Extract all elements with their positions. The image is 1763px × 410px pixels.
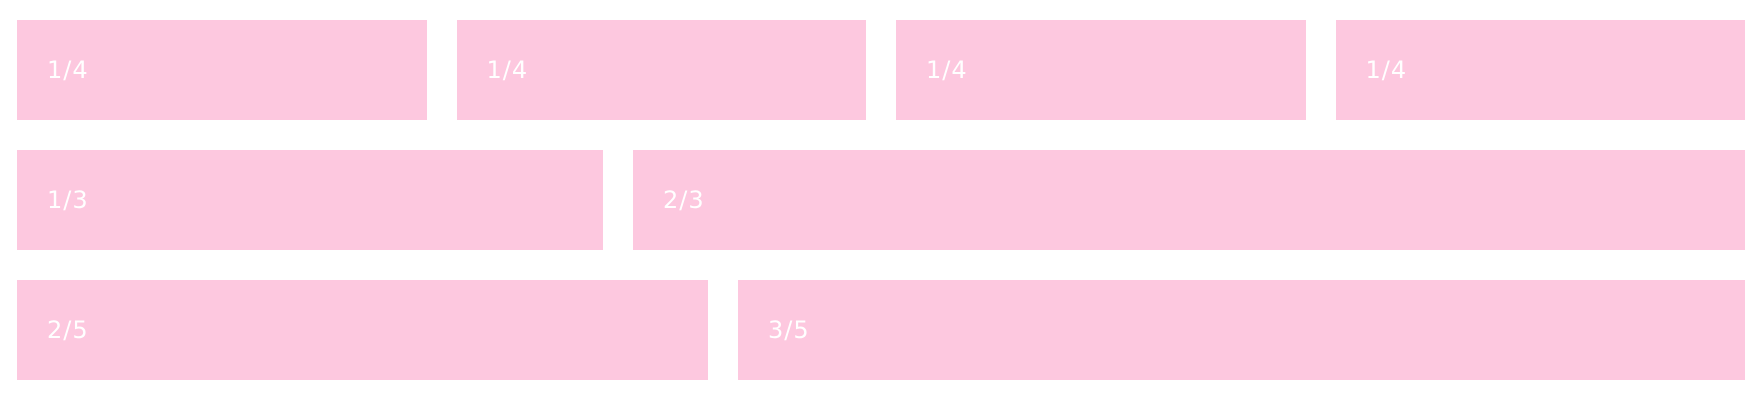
grid-cell-quarter: 1/4 (896, 20, 1306, 120)
grid-cell-label: 3/5 (768, 316, 810, 344)
grid-row-quarters: 1/4 1/4 1/4 1/4 (17, 20, 1745, 120)
grid-row-fifths: 2/5 3/5 (17, 280, 1745, 380)
grid-cell-label: 1/4 (486, 56, 529, 84)
grid-cell-two-thirds: 2/3 (633, 150, 1745, 250)
grid-cell-two-fifths: 2/5 (17, 280, 708, 380)
grid-cell-three-fifths: 3/5 (738, 280, 1745, 380)
grid-cell-label: 1/3 (47, 186, 89, 214)
grid-cell-label: 1/4 (1365, 56, 1408, 84)
grid-cell-one-third: 1/3 (17, 150, 603, 250)
grid-cell-label: 2/3 (663, 186, 705, 214)
grid-cell-label: 1/4 (926, 56, 968, 84)
grid-cell-label: 1/4 (47, 56, 89, 84)
grid-cell-label: 2/5 (47, 316, 89, 344)
grid-cell-quarter: 1/4 (1335, 20, 1745, 120)
grid-row-thirds: 1/3 2/3 (17, 150, 1745, 250)
grid-cell-quarter: 1/4 (17, 20, 427, 120)
grid-cell-quarter: 1/4 (456, 20, 866, 120)
